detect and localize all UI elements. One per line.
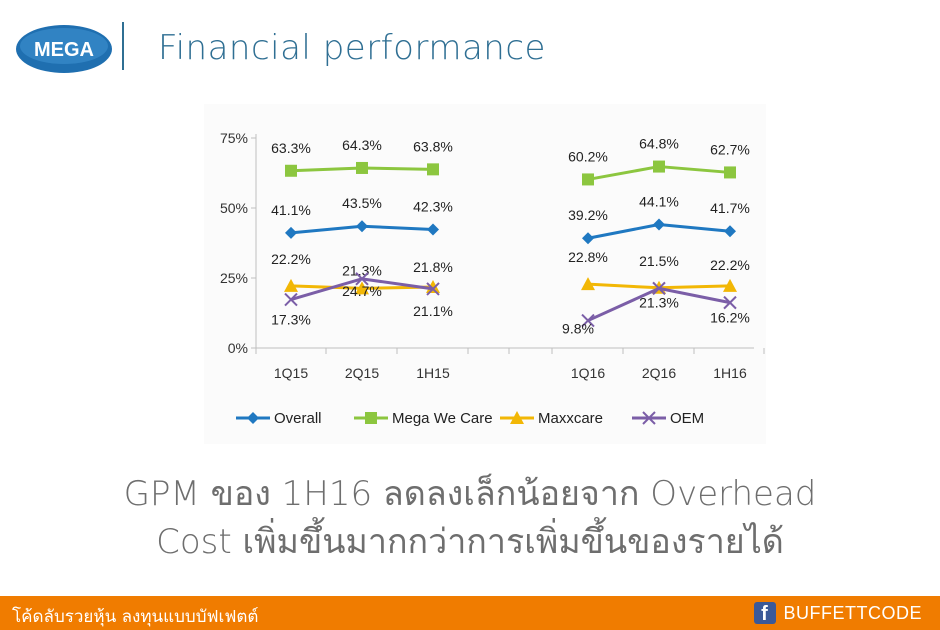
gpm-line-chart: 0% 25% 50% 75% 1Q15 2Q15 1H15 1Q16 2Q16 1H16 41.1%… (220, 130, 765, 427)
data-point-diamond (582, 232, 594, 245)
data-label: 16.2% (710, 310, 750, 326)
data-label: 22.8% (568, 249, 608, 265)
chart-panel: 0% 25% 50% 75% 1Q15 2Q15 1H15 1Q16 2Q16 1H16 41.1%… (204, 104, 766, 444)
data-point-diamond (724, 225, 736, 238)
facebook-icon[interactable]: f (753, 602, 776, 624)
mega-logo: MEGA (16, 25, 112, 73)
y-tick-label: 25% (220, 270, 248, 286)
x-tick-label: 2Q15 (345, 365, 379, 381)
data-label: 41.1% (271, 202, 311, 218)
data-point-triangle (723, 278, 737, 292)
data-point-square (724, 166, 736, 179)
data-point-square (427, 163, 439, 176)
data-label: 21.1% (413, 303, 453, 319)
x-tick-label: 1H15 (416, 365, 450, 381)
data-point-square (582, 173, 594, 186)
data-label: 62.7% (710, 141, 750, 157)
data-label: 64.8% (639, 136, 679, 152)
data-label: 21.8% (413, 259, 453, 275)
data-point-diamond (285, 226, 297, 239)
data-point-diamond (356, 220, 368, 233)
logo-text: MEGA (34, 39, 94, 61)
data-label: 21.3% (342, 262, 382, 278)
footer-brand-group[interactable]: f BUFFETTCODE (753, 601, 923, 625)
data-point-x (723, 295, 737, 310)
footer-bar: โค้ดลับรวยหุ้น ลงทุนแบบบัฟเฟตต์ f BUFFET… (0, 596, 940, 630)
data-label: 22.2% (710, 257, 750, 273)
title-divider (122, 22, 124, 70)
data-point-square (653, 160, 665, 173)
data-label: 64.3% (342, 137, 382, 153)
caption-line-1: GPM ของ 1H16 ลดลงเล็กน้อยจาก Overhead (123, 474, 817, 514)
legend-label: Mega We Care (392, 410, 493, 427)
data-point-square (356, 161, 368, 174)
data-point-square (285, 164, 297, 177)
x-tick-label: 1Q16 (571, 365, 605, 381)
data-point-diamond (653, 218, 665, 231)
data-label: 63.3% (271, 140, 311, 156)
x-tick-label: 1Q15 (274, 365, 308, 381)
data-point-triangle (284, 278, 298, 292)
footer-brand[interactable]: BUFFETTCODE (783, 602, 922, 623)
data-point-diamond (427, 223, 439, 236)
data-point-triangle (510, 411, 524, 424)
data-point-square (365, 412, 377, 424)
footer-slogan: โค้ดลับรวยหุ้น ลงทุนแบบบัฟเฟตต์ (12, 607, 259, 627)
page-title: Financial performance (158, 28, 546, 68)
data-label: 22.2% (271, 251, 311, 267)
data-point-x (652, 281, 666, 296)
data-label: 60.2% (568, 148, 608, 164)
data-point-triangle (581, 277, 595, 291)
data-point-x (642, 411, 656, 425)
y-tick-label: 0% (228, 340, 248, 356)
data-label: 21.5% (639, 253, 679, 269)
data-point-diamond (247, 412, 259, 424)
caption: GPM ของ 1H16 ลดลงเล็กน้อยจาก Overhead Co… (0, 470, 940, 566)
data-label: 21.3% (639, 294, 679, 310)
data-point-x (581, 313, 595, 328)
x-tick-label: 1H16 (713, 365, 747, 381)
caption-line-2: Cost เพิ่มขึ้นมากกว่าการเพิ่มขึ้นของรายไ… (156, 522, 784, 562)
legend-label: Maxxcare (538, 410, 603, 427)
data-label: 39.2% (568, 207, 608, 223)
x-tick-label: 2Q16 (642, 365, 676, 381)
data-point-x (426, 282, 440, 296)
data-point-x (284, 292, 298, 307)
data-label: 9.8% (562, 321, 594, 337)
data-point-x (355, 272, 369, 286)
legend-label: Overall (274, 410, 322, 427)
y-tick-label: 50% (220, 200, 248, 216)
data-label: 42.3% (413, 199, 453, 215)
data-label: 44.1% (639, 194, 679, 210)
data-label: 63.8% (413, 138, 453, 154)
data-label: 17.3% (271, 312, 311, 328)
data-label: 41.7% (710, 200, 750, 216)
data-label: 24.7% (342, 283, 382, 299)
data-label: 43.5% (342, 195, 382, 211)
legend-label: OEM (670, 410, 704, 427)
data-point-triangle (355, 281, 369, 295)
y-tick-label: 75% (220, 130, 248, 146)
